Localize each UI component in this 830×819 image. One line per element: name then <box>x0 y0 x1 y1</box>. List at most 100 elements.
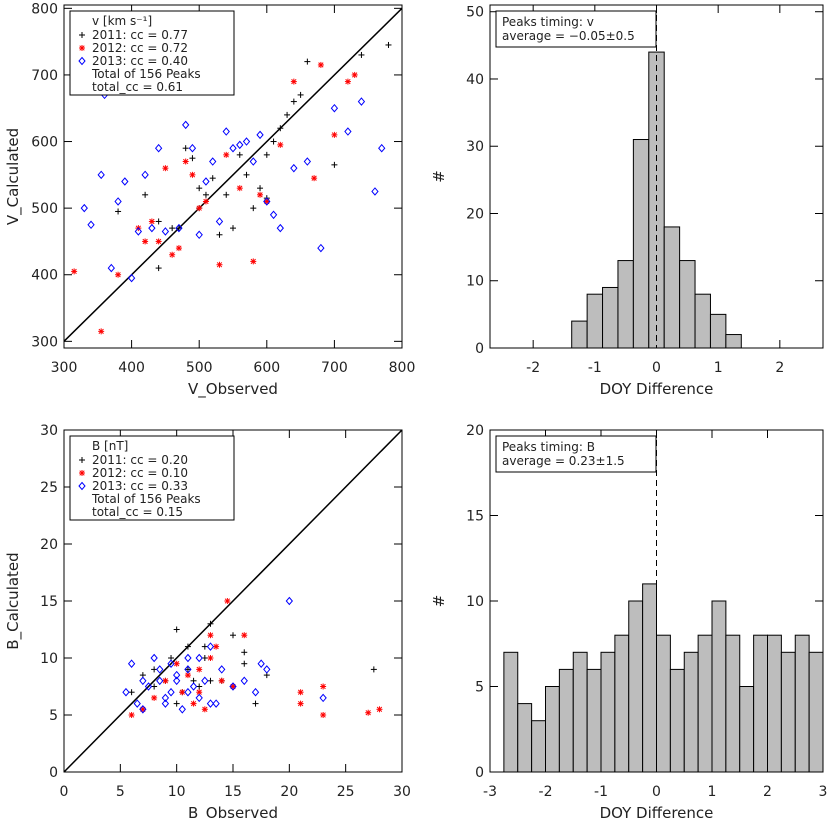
data-point-2011 <box>270 138 277 145</box>
data-point-2011 <box>209 175 216 182</box>
data-point-2012 <box>162 165 169 172</box>
data-point-2012 <box>311 175 318 182</box>
data-point-2013 <box>134 227 143 236</box>
data-point-2013 <box>290 163 298 173</box>
data-point-2012 <box>207 632 214 639</box>
x-axis-title: V_Observed <box>188 380 278 399</box>
data-point-2013 <box>175 223 183 233</box>
histogram-bar <box>694 293 711 349</box>
legend-entry: 2012: cc = 0.10 <box>92 466 188 480</box>
legend-entry: 2011: cc = 0.20 <box>92 453 188 467</box>
data-point-2013 <box>148 223 156 233</box>
data-point-2011 <box>297 91 304 98</box>
data-point-2013 <box>319 693 327 703</box>
data-point-2013 <box>215 217 224 226</box>
data-point-2013 <box>188 143 197 153</box>
data-point-2012 <box>202 198 209 205</box>
y-tick-label: 20 <box>466 206 484 222</box>
data-point-2011 <box>142 191 149 198</box>
data-point-2012 <box>169 251 176 258</box>
data-point-2011 <box>223 191 230 198</box>
data-point-2011 <box>331 161 338 168</box>
data-point-2011 <box>207 620 214 627</box>
data-point-2011 <box>290 98 297 105</box>
data-point-2013 <box>263 197 271 206</box>
data-point-2012 <box>277 141 284 148</box>
data-point-2011 <box>202 191 209 198</box>
data-point-2012 <box>142 238 149 245</box>
legend-entry: 2011: cc = 0.77 <box>92 28 188 42</box>
data-point-2011 <box>243 171 250 178</box>
histogram-bar <box>780 651 796 773</box>
data-point-2013 <box>209 157 217 166</box>
data-point-2012 <box>241 632 248 639</box>
histogram-bar <box>679 260 696 349</box>
data-point-2013 <box>303 157 312 166</box>
data-point-2012 <box>213 643 220 650</box>
data-point-2012 <box>201 706 208 713</box>
data-point-2011 <box>155 265 162 272</box>
data-point-2011 <box>184 666 191 673</box>
data-point-2011 <box>169 225 176 232</box>
data-point-2012 <box>297 689 304 696</box>
legend-entry: 2013: cc = 0.33 <box>92 479 188 493</box>
histogram-bar <box>571 320 588 349</box>
x-tick-label: 2 <box>763 784 772 800</box>
histogram-bar <box>753 634 768 773</box>
y-tick-label: 20 <box>40 537 58 553</box>
plot-frame <box>63 4 403 349</box>
data-point-2011 <box>241 660 248 667</box>
data-point-2012 <box>139 706 146 713</box>
data-point-2013 <box>212 699 220 708</box>
data-point-2012 <box>297 700 304 707</box>
x-tick-label: 0 <box>652 784 661 800</box>
data-point-2013 <box>276 223 284 233</box>
x-tick-label: 10 <box>168 784 186 800</box>
data-point-2012 <box>175 245 182 252</box>
data-point-2013 <box>236 140 244 150</box>
legend-marker-2011 <box>79 32 85 38</box>
data-point-2011 <box>155 218 162 225</box>
data-point-2012 <box>365 709 372 716</box>
data-point-2012 <box>376 706 383 713</box>
legend-marker-2011 <box>79 457 85 463</box>
legend-marker-2012 <box>79 470 85 476</box>
x-tick-label: 0 <box>60 784 69 800</box>
data-point-2012 <box>250 258 257 265</box>
y-tick-label: 30 <box>466 139 484 155</box>
y-tick-label: 15 <box>40 594 58 610</box>
y-tick-label: 10 <box>466 274 484 290</box>
data-point-2012 <box>98 328 105 335</box>
data-point-2013 <box>114 197 122 206</box>
data-point-2011 <box>277 125 284 132</box>
histogram-bar <box>572 651 588 773</box>
data-point-2013 <box>161 699 170 708</box>
data-point-2012 <box>182 158 189 165</box>
x-tick-label: -1 <box>588 360 602 376</box>
histogram-bar <box>517 703 533 773</box>
legend-line: average = 0.23±1.5 <box>502 454 625 468</box>
data-point-2013 <box>240 676 248 686</box>
one-to-one-line <box>63 7 403 342</box>
y-tick-label: 5 <box>475 680 484 696</box>
data-point-2013 <box>139 676 147 686</box>
data-point-2012 <box>196 205 203 212</box>
legend-entry: 2013: cc = 0.40 <box>92 54 188 68</box>
data-point-2011 <box>250 205 257 212</box>
x-tick-label: 15 <box>224 784 242 800</box>
y-axis-title: # <box>430 170 448 183</box>
data-point-2011 <box>173 700 180 707</box>
x-tick-label: 3 <box>819 784 828 800</box>
data-point-2011 <box>236 151 243 158</box>
data-point-2013 <box>182 120 190 130</box>
data-point-2013 <box>173 676 181 686</box>
data-point-2013 <box>251 687 260 697</box>
histogram-bar <box>617 260 634 349</box>
data-point-2013 <box>195 230 203 240</box>
x-tick-label: 1 <box>714 360 723 376</box>
y-tick-label: 0 <box>475 341 484 357</box>
y-tick-label: 25 <box>40 480 58 496</box>
x-axis-title: DOY Difference <box>600 380 714 398</box>
histogram-bar <box>642 583 657 773</box>
legend-line: Peaks timing: v <box>502 15 594 29</box>
